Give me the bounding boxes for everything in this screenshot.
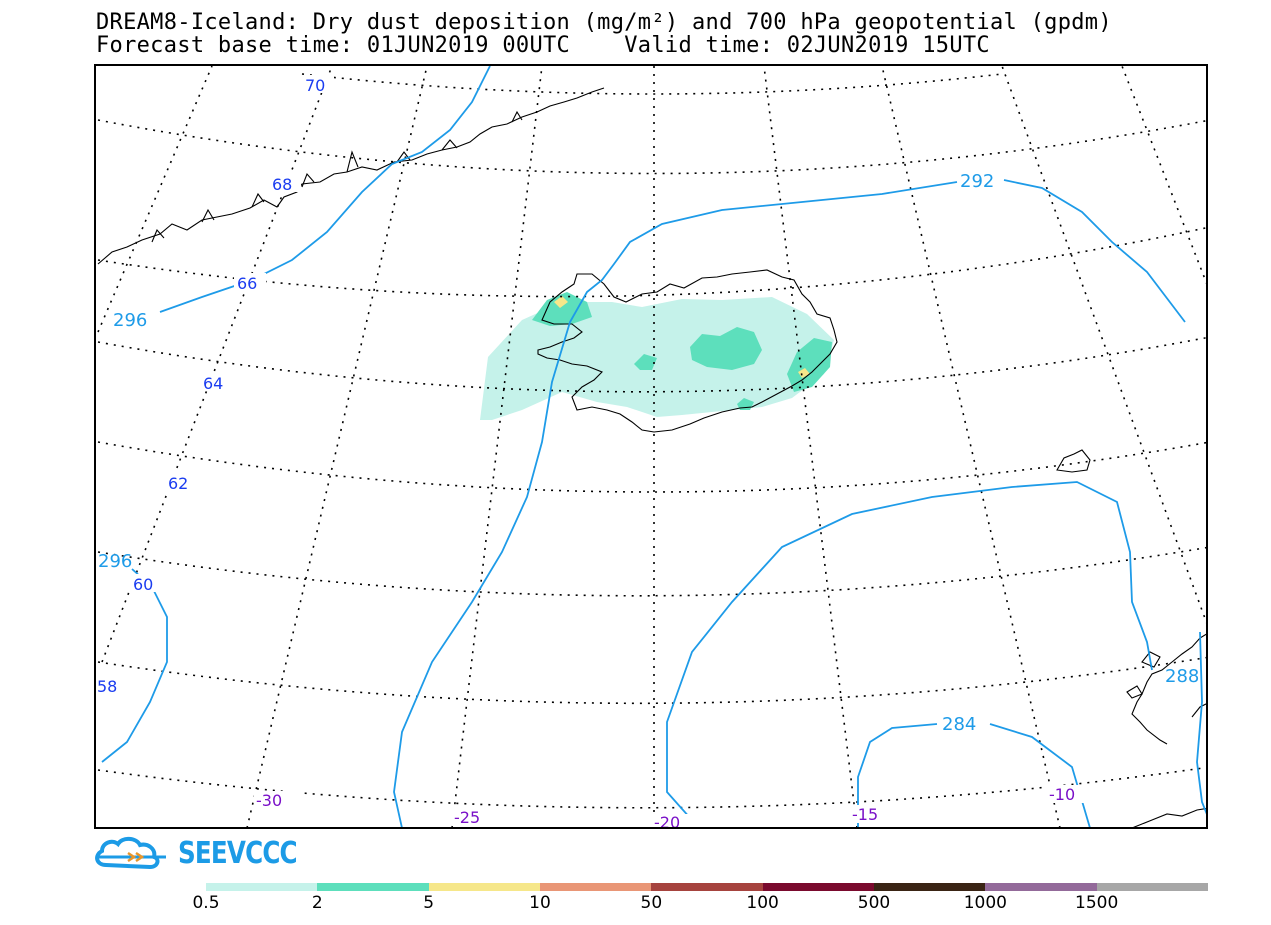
greenland-coast-fjords <box>151 110 523 243</box>
legend-label: 10 <box>529 893 551 913</box>
map-canvas: 70 68 66 64 62 60 58 -30 -25 -20 -15 -10 <box>97 66 1206 827</box>
legend-swatch <box>539 883 652 891</box>
parallel-66 <box>97 227 1206 298</box>
cloud-logo-icon <box>95 836 166 870</box>
norway-coast <box>1131 633 1206 827</box>
contour-label-284: 284 <box>942 714 976 735</box>
meridian-25 <box>451 66 543 827</box>
contour-label-296-south: 296 <box>98 551 132 572</box>
contour-label-292: 292 <box>960 171 994 192</box>
geopotential-contours <box>101 66 1206 827</box>
dust-area-medium-c <box>690 327 762 370</box>
legend-labels: 0.5 2 5 10 50 100 500 1000 1500 <box>0 893 1271 913</box>
legend-swatch <box>317 883 429 891</box>
lon-label-15: -15 <box>852 805 878 824</box>
parallel-64 <box>97 336 1206 393</box>
legend-label: 100 <box>746 893 779 913</box>
legend-colorbar <box>206 883 1208 891</box>
contour-label-296-north: 296 <box>113 310 147 331</box>
legend-swatch <box>428 883 540 891</box>
shetland-islands <box>1126 651 1161 699</box>
contour-288 <box>666 481 1153 827</box>
legend-label: 2 <box>311 893 323 913</box>
legend-swatch <box>873 883 986 891</box>
legend-label: 0.5 <box>192 893 220 913</box>
lat-label-62: 62 <box>168 474 188 493</box>
legend-swatch <box>985 883 1097 891</box>
parallel-60 <box>97 546 1206 597</box>
longitude-labels: -30 -25 -20 -15 -10 <box>254 785 1097 827</box>
contour-292 <box>393 179 1186 827</box>
parallel-62 <box>97 441 1206 493</box>
dust-area-low <box>480 297 834 420</box>
map-subtitle: Forecast base time: 01JUN2019 00UTC Vali… <box>96 33 990 58</box>
lon-label-30: -30 <box>256 791 282 810</box>
meridian-5 <box>1001 66 1206 624</box>
legend-swatch <box>651 883 763 891</box>
meridian-15 <box>763 66 858 827</box>
logo-text: SEEVCCC <box>178 835 298 871</box>
lat-label-60: 60 <box>133 575 153 594</box>
latitude-labels: 70 68 66 64 62 60 58 <box>97 75 334 696</box>
contour-label-288: 288 <box>1165 666 1199 687</box>
lon-label-10: -10 <box>1049 785 1075 804</box>
legend-label: 500 <box>857 893 891 913</box>
legend-swatch <box>1096 883 1208 891</box>
iceland-coast <box>537 269 838 433</box>
parallel-58 <box>97 656 1206 705</box>
legend-label: 1000 <box>963 893 1007 913</box>
dust-area-high-w <box>554 296 568 308</box>
meridian-0 <box>1121 66 1206 284</box>
meridian-40 <box>97 66 213 333</box>
lon-label-25: -25 <box>454 808 480 827</box>
legend-swatch <box>206 883 318 891</box>
legend-label: 1500 <box>1075 893 1119 913</box>
legend-label: 50 <box>640 893 663 913</box>
legend-label: 5 <box>423 893 435 913</box>
graticule <box>97 66 1206 827</box>
dust-area-medium-w2 <box>634 354 657 370</box>
lat-label-64: 64 <box>203 374 223 393</box>
coastlines <box>97 87 1206 827</box>
dust-area-medium-w <box>532 292 592 326</box>
lat-label-68: 68 <box>272 175 292 194</box>
contour-value-labels: 292 296 296 284 288 <box>98 171 1199 735</box>
legend-swatch <box>762 883 874 891</box>
lat-label-58: 58 <box>97 677 117 696</box>
lat-label-70: 70 <box>305 76 325 95</box>
contour-east <box>1196 631 1206 815</box>
lat-label-66: 66 <box>237 274 257 293</box>
greenland-coast <box>97 87 605 265</box>
seevccc-logo: SEEVCCC <box>94 835 323 871</box>
parallel-70 <box>301 73 1003 95</box>
dust-shading <box>480 292 834 420</box>
parallel-68 <box>97 119 1206 175</box>
map-title: DREAM8-Iceland: Dry dust deposition (mg/… <box>96 10 1112 35</box>
lon-label-20: -20 <box>654 813 680 827</box>
map-panel: 70 68 66 64 62 60 58 -30 -25 -20 -15 -10 <box>94 64 1208 829</box>
faroe-islands <box>1056 449 1091 473</box>
contour-296-south <box>101 568 168 763</box>
